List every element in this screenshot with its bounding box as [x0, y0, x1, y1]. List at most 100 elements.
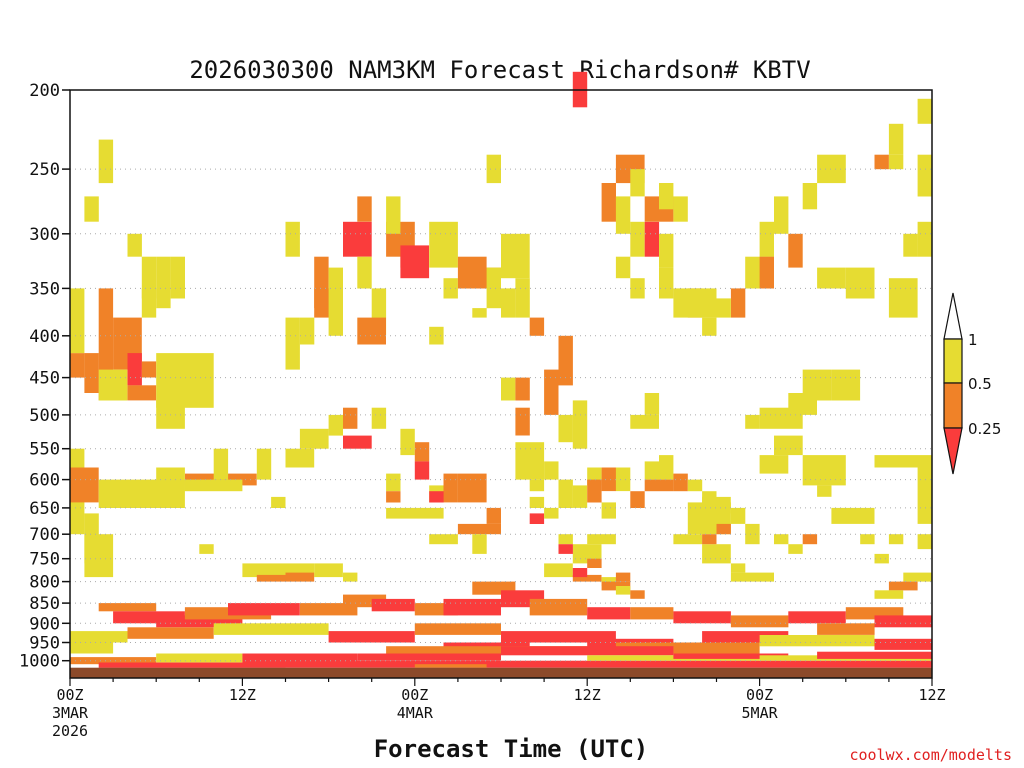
- color-legend: 1 0.5 0.25: [943, 292, 1001, 475]
- ri-cell: [501, 377, 516, 401]
- ri-cell: [457, 523, 501, 535]
- ri-cell: [644, 221, 660, 257]
- ri-cell: [127, 627, 214, 639]
- ri-cell: [199, 544, 214, 554]
- ri-cell: [429, 491, 444, 503]
- ri-cell: [860, 534, 875, 545]
- ri-cell: [558, 534, 573, 545]
- ri-cell: [285, 221, 300, 257]
- ri-cell: [70, 631, 128, 643]
- ri-cell: [817, 651, 932, 659]
- legend-label-1: 1: [968, 331, 978, 349]
- ri-cell: [615, 642, 760, 654]
- ri-cell: [558, 414, 573, 443]
- ri-cell: [572, 574, 602, 582]
- ri-cell: [486, 507, 501, 524]
- ri-cell: [673, 653, 789, 659]
- ri-cell: [874, 455, 932, 468]
- ri-cell: [774, 435, 803, 456]
- y-tick-label: 900: [29, 614, 60, 634]
- ri-cell: [314, 563, 343, 578]
- y-tick-label: 950: [29, 634, 60, 654]
- ri-cell: [615, 586, 631, 595]
- ri-cell: [817, 267, 846, 289]
- x-tick-label: 4MAR: [397, 704, 434, 722]
- ri-cell: [501, 288, 516, 318]
- ri-cell: [874, 154, 889, 170]
- ri-cell: [472, 534, 487, 554]
- legend-gt-1-arrow: [943, 292, 963, 340]
- ri-cell: [228, 603, 300, 616]
- ri-cell: [587, 607, 631, 620]
- ri-cell: [486, 267, 501, 309]
- ri-cell: [888, 534, 904, 545]
- ri-cell: [587, 558, 602, 568]
- ri-cell: [515, 278, 530, 318]
- ri-cell: [70, 353, 85, 378]
- ri-cell: [630, 607, 674, 620]
- ri-cell: [98, 662, 286, 668]
- ri-cell: [486, 154, 501, 184]
- ri-cell: [84, 353, 99, 393]
- x-tick-label: 12Z: [918, 686, 945, 704]
- legend-0.5-1-box: [943, 338, 963, 384]
- y-tick-label: 400: [29, 327, 60, 347]
- ri-cell: [702, 491, 717, 503]
- ri-cell: [630, 414, 659, 429]
- ri-cell: [601, 502, 616, 519]
- ri-cell: [544, 461, 559, 480]
- chart-title: 2026030300 NAM3KM Forecast Richardson# K…: [189, 56, 810, 84]
- ri-cell: [328, 631, 415, 643]
- ri-cell: [730, 563, 746, 573]
- ri-cell: [788, 233, 803, 268]
- x-tick-label: 3MAR: [52, 704, 89, 722]
- ri-cell: [170, 256, 185, 299]
- ri-cell: [644, 393, 660, 415]
- y-tick-label: 300: [29, 225, 60, 245]
- ri-cell: [572, 544, 602, 564]
- ri-cell: [414, 623, 501, 635]
- ri-cell: [615, 256, 631, 279]
- ri-cell: [414, 442, 430, 462]
- ri-cell: [716, 298, 731, 318]
- ri-cell: [917, 154, 932, 197]
- ri-cell: [515, 407, 530, 436]
- ri-cell: [730, 288, 746, 318]
- ri-cell: [716, 523, 731, 535]
- ri-cell: [429, 534, 458, 545]
- ri-cell: [673, 288, 717, 318]
- ri-cell: [874, 553, 889, 564]
- ri-cells: [70, 71, 932, 668]
- ri-cell: [917, 467, 932, 524]
- y-tick-label: 750: [29, 550, 60, 570]
- ri-cell: [501, 233, 530, 279]
- ri-cell: [831, 507, 875, 524]
- ri-cell: [84, 534, 114, 578]
- ri-cell: [256, 574, 286, 582]
- ri-cell: [184, 479, 243, 492]
- ri-cell: [285, 660, 932, 668]
- ri-cell: [888, 581, 918, 591]
- ri-cell: [529, 317, 545, 336]
- y-tick-label: 500: [29, 406, 60, 426]
- ri-cell: [299, 428, 329, 449]
- ri-cell: [903, 572, 932, 582]
- ri-cell: [644, 479, 674, 492]
- ri-cell: [572, 485, 588, 508]
- ri-cell: [457, 473, 487, 503]
- ri-cell: [98, 139, 114, 184]
- ri-cell: [285, 448, 315, 468]
- y-tick-label: 200: [29, 81, 60, 101]
- ri-cell: [687, 479, 703, 492]
- ri-cell: [443, 598, 501, 616]
- ri-cell: [343, 221, 372, 257]
- ri-cell: [702, 544, 731, 564]
- ri-cell: [70, 642, 114, 654]
- ri-cell: [141, 361, 157, 378]
- ri-cell: [874, 615, 932, 628]
- ri-cell: [601, 467, 616, 492]
- ri-cell: [903, 233, 918, 257]
- ri-cell: [558, 479, 573, 508]
- ri-cell: [515, 442, 545, 480]
- ri-cell: [271, 496, 286, 508]
